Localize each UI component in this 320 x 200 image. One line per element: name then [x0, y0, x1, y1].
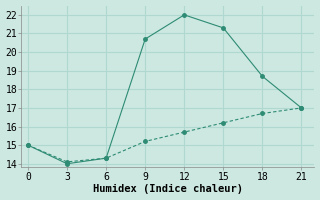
X-axis label: Humidex (Indice chaleur): Humidex (Indice chaleur)	[93, 184, 243, 194]
